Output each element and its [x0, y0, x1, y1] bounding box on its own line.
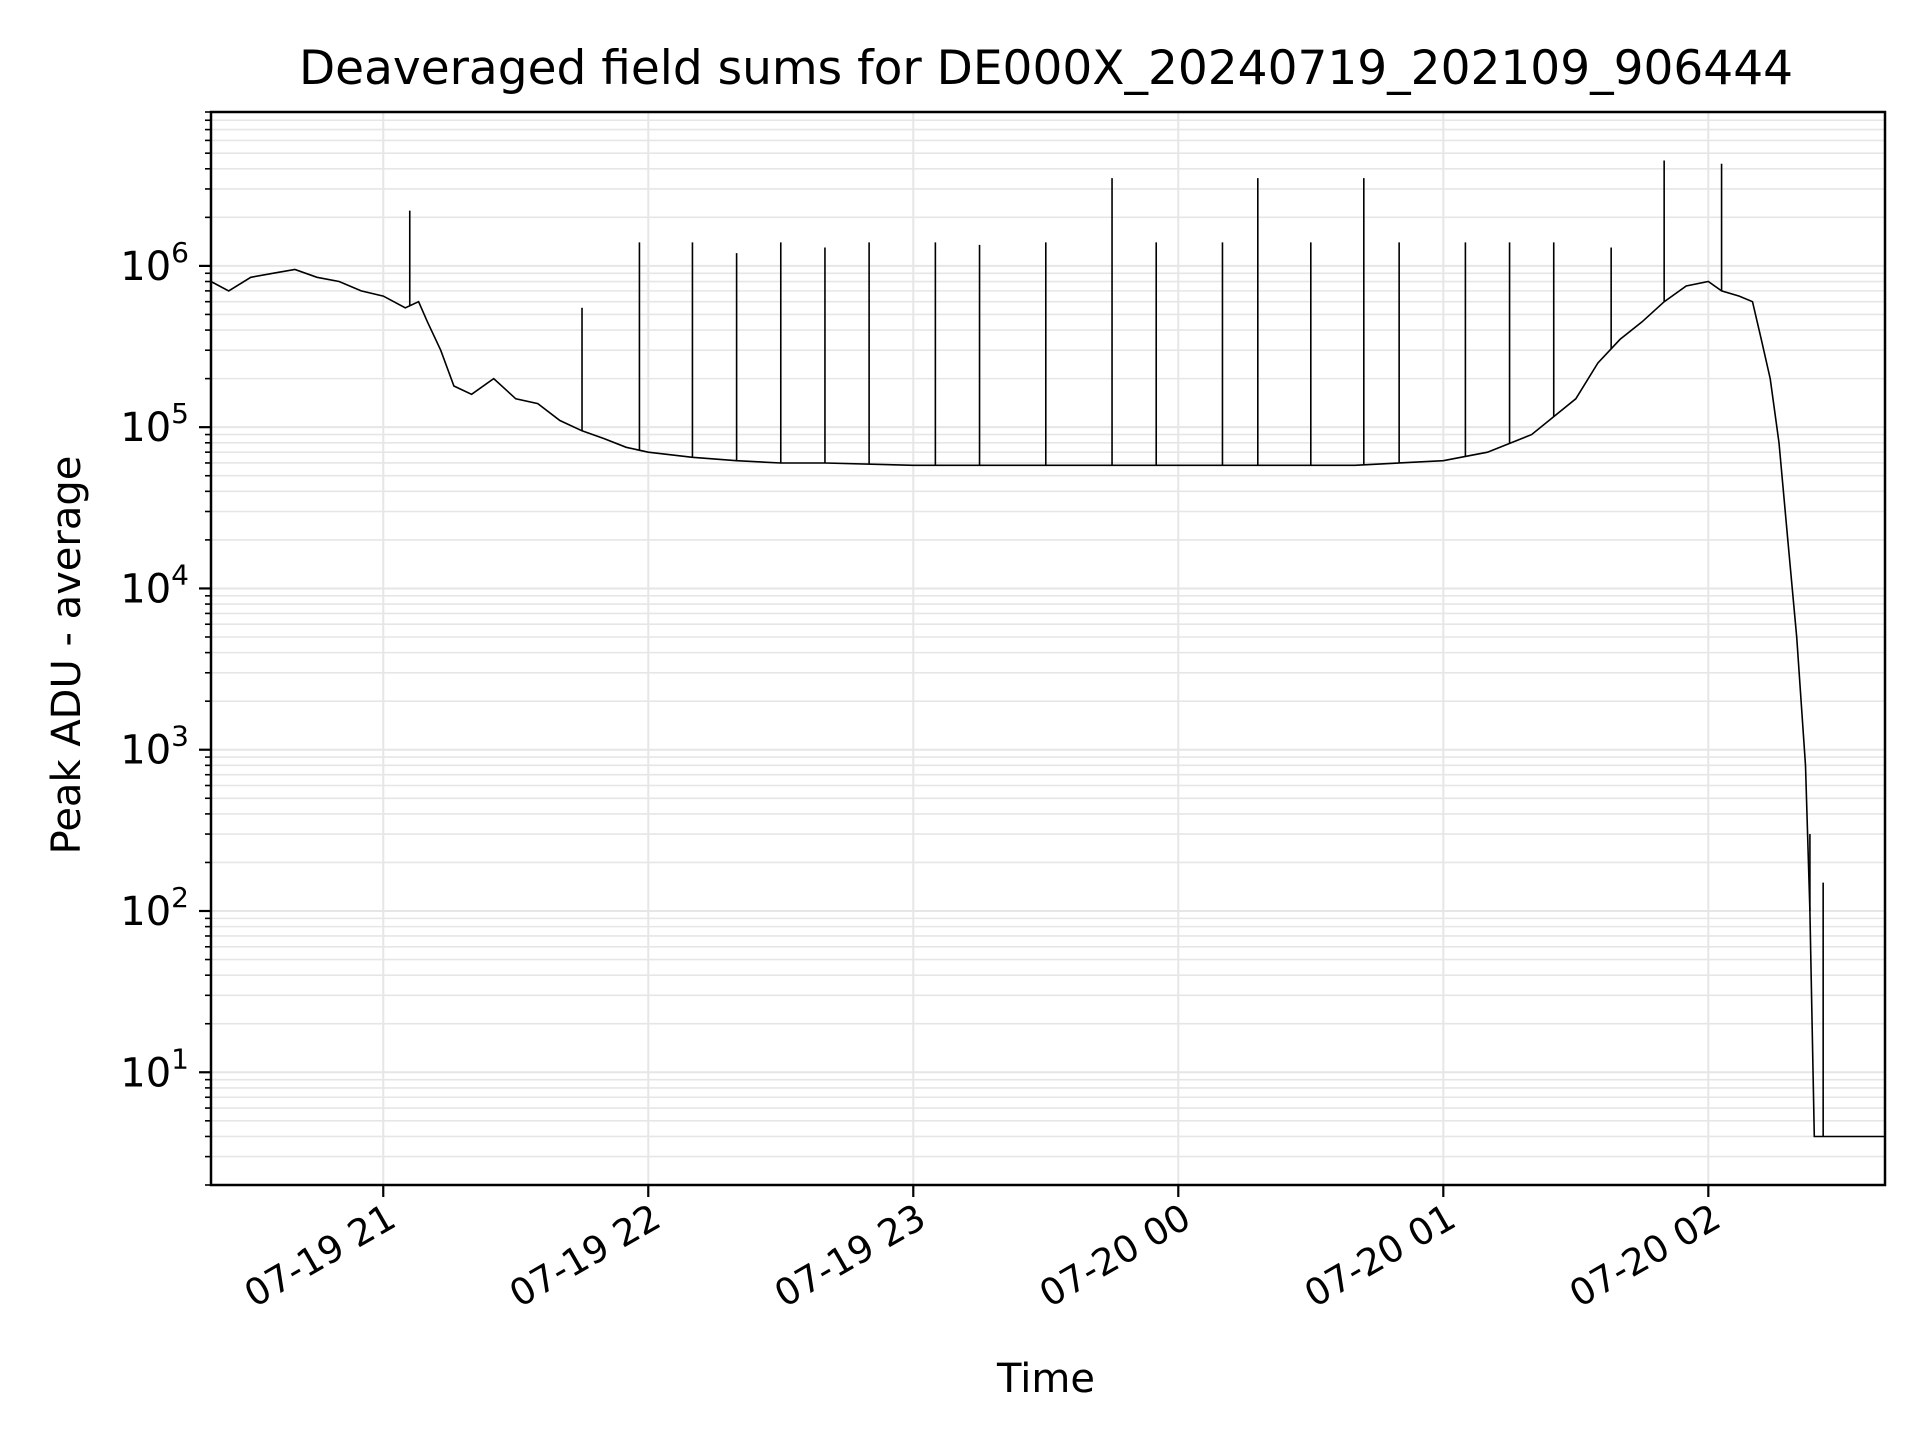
- y-tick-label-base: 10: [120, 1050, 171, 1096]
- y-tick-label-exponent: 4: [171, 558, 189, 591]
- y-tick-label: 101: [120, 1042, 189, 1096]
- y-tick-label-base: 10: [120, 889, 171, 935]
- y-tick-label-exponent: 6: [171, 236, 189, 269]
- y-tick-label: 105: [120, 397, 189, 451]
- y-tick-label-base: 10: [120, 728, 171, 774]
- y-tick-label-exponent: 1: [171, 1042, 189, 1075]
- series-line: [210, 268, 1885, 1138]
- y-tick-label: 104: [120, 558, 189, 612]
- y-tick-label: 106: [120, 236, 189, 290]
- y-tick-label: 103: [120, 720, 189, 774]
- chart-title: Deaveraged field sums for DE000X_2024071…: [299, 41, 1793, 96]
- y-tick-label-base: 10: [120, 405, 171, 451]
- y-tick-label-exponent: 5: [171, 397, 189, 430]
- y-tick-label: 102: [120, 881, 189, 935]
- y-tick-label-base: 10: [120, 244, 171, 290]
- plot-frame: [209, 110, 1887, 1187]
- y-tick-label-base: 10: [120, 566, 171, 612]
- y-tick-label-exponent: 2: [171, 881, 189, 914]
- y-tick-label-exponent: 3: [171, 720, 189, 753]
- y-axis-label: Peak ADU - average: [44, 456, 90, 855]
- x-axis-label: Time: [996, 1356, 1095, 1402]
- plot-area: [210, 160, 1885, 1138]
- grid: [211, 111, 1885, 1186]
